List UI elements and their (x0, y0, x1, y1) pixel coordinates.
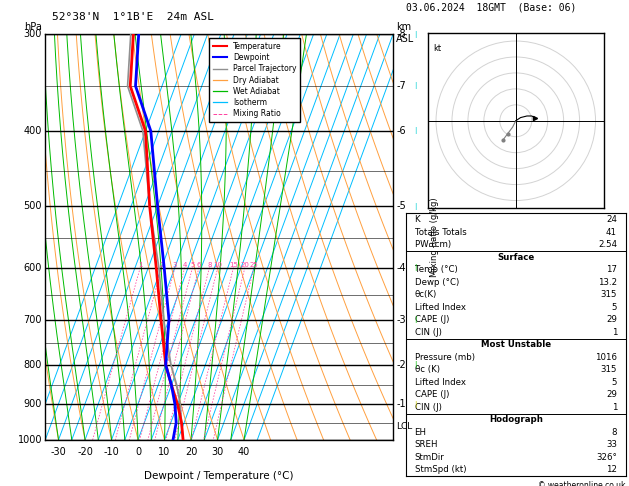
Text: 41: 41 (606, 228, 617, 237)
Text: 5: 5 (191, 261, 194, 268)
Text: 13.2: 13.2 (598, 278, 617, 287)
Text: 400: 400 (24, 126, 42, 136)
Text: θᴄ (K): θᴄ (K) (415, 365, 440, 374)
Text: 6: 6 (197, 261, 201, 268)
Text: 8: 8 (207, 261, 212, 268)
Text: |: | (415, 316, 417, 323)
Text: -10: -10 (104, 447, 120, 457)
Text: 10: 10 (159, 447, 170, 457)
Text: -2: -2 (396, 360, 406, 370)
Text: ASL: ASL (396, 34, 415, 44)
Text: Dewp (°C): Dewp (°C) (415, 278, 459, 287)
Legend: Temperature, Dewpoint, Parcel Trajectory, Dry Adiabat, Wet Adiabat, Isotherm, Mi: Temperature, Dewpoint, Parcel Trajectory… (209, 38, 300, 122)
Text: -3: -3 (396, 314, 406, 325)
Text: 500: 500 (24, 201, 42, 211)
Text: 33: 33 (606, 440, 617, 449)
Text: 30: 30 (211, 447, 224, 457)
Text: |: | (415, 401, 417, 408)
Text: Most Unstable: Most Unstable (481, 340, 551, 349)
Text: Lifted Index: Lifted Index (415, 378, 465, 387)
Text: EH: EH (415, 428, 426, 437)
Text: -4: -4 (396, 262, 406, 273)
Text: 1000: 1000 (18, 435, 42, 445)
Text: |: | (415, 83, 417, 89)
Text: 3: 3 (173, 261, 177, 268)
Text: -1: -1 (396, 399, 406, 409)
Text: 700: 700 (24, 314, 42, 325)
Text: CIN (J): CIN (J) (415, 403, 442, 412)
Text: SREH: SREH (415, 440, 438, 449)
Text: 800: 800 (24, 360, 42, 370)
Text: θᴄ(K): θᴄ(K) (415, 290, 437, 299)
Text: 29: 29 (606, 390, 617, 399)
Text: 20: 20 (185, 447, 198, 457)
Text: 315: 315 (601, 365, 617, 374)
Text: 2.54: 2.54 (598, 241, 617, 249)
Text: 4: 4 (182, 261, 187, 268)
Text: 24: 24 (606, 215, 617, 225)
Text: |: | (415, 203, 417, 209)
Text: 52°38'N  1°1B'E  24m ASL: 52°38'N 1°1B'E 24m ASL (52, 12, 214, 22)
Text: LCL: LCL (396, 421, 413, 431)
Text: 900: 900 (24, 399, 42, 409)
Text: 25: 25 (250, 261, 259, 268)
Text: 5: 5 (611, 378, 617, 387)
Text: 10: 10 (213, 261, 222, 268)
Text: 1016: 1016 (595, 353, 617, 362)
Text: 2: 2 (160, 261, 164, 268)
Text: 12: 12 (606, 465, 617, 474)
Text: |: | (415, 264, 417, 271)
Text: © weatheronline.co.uk: © weatheronline.co.uk (538, 481, 626, 486)
Text: -30: -30 (51, 447, 67, 457)
Text: Mixing Ratio (g/kg): Mixing Ratio (g/kg) (430, 197, 438, 277)
Text: 03.06.2024  18GMT  (Base: 06): 03.06.2024 18GMT (Base: 06) (406, 2, 576, 12)
Text: 0: 0 (135, 447, 141, 457)
Text: -7: -7 (396, 81, 406, 91)
Text: |: | (415, 31, 417, 37)
Text: Lifted Index: Lifted Index (415, 303, 465, 312)
Text: 600: 600 (24, 262, 42, 273)
Text: 8: 8 (611, 428, 617, 437)
Text: -6: -6 (396, 126, 406, 136)
Text: Surface: Surface (497, 253, 535, 262)
Text: Temp (°C): Temp (°C) (415, 265, 457, 275)
Text: Dewpoint / Temperature (°C): Dewpoint / Temperature (°C) (145, 471, 294, 481)
Text: 15: 15 (229, 261, 238, 268)
Text: kt: kt (433, 44, 441, 53)
Text: StmDir: StmDir (415, 453, 444, 462)
Text: 315: 315 (601, 290, 617, 299)
Text: CIN (J): CIN (J) (415, 328, 442, 337)
Text: hPa: hPa (25, 21, 42, 32)
Text: -8: -8 (396, 29, 406, 39)
Text: 5: 5 (611, 303, 617, 312)
Text: -5: -5 (396, 201, 406, 211)
Text: |: | (415, 127, 417, 135)
Text: 326°: 326° (596, 453, 617, 462)
Text: K: K (415, 215, 420, 225)
Text: Hodograph: Hodograph (489, 415, 543, 424)
Text: 17: 17 (606, 265, 617, 275)
Text: -20: -20 (77, 447, 93, 457)
Text: 20: 20 (240, 261, 249, 268)
Text: CAPE (J): CAPE (J) (415, 315, 449, 324)
Text: Pressure (mb): Pressure (mb) (415, 353, 474, 362)
Text: Totals Totals: Totals Totals (415, 228, 466, 237)
Text: 1: 1 (611, 328, 617, 337)
Text: 1: 1 (138, 261, 142, 268)
Text: 300: 300 (24, 29, 42, 39)
Text: StmSpd (kt): StmSpd (kt) (415, 465, 466, 474)
Text: 29: 29 (606, 315, 617, 324)
Text: PW (cm): PW (cm) (415, 241, 450, 249)
Text: |: | (415, 361, 417, 368)
Text: 40: 40 (238, 447, 250, 457)
Text: CAPE (J): CAPE (J) (415, 390, 449, 399)
Text: 1: 1 (611, 403, 617, 412)
Text: km: km (396, 21, 411, 32)
